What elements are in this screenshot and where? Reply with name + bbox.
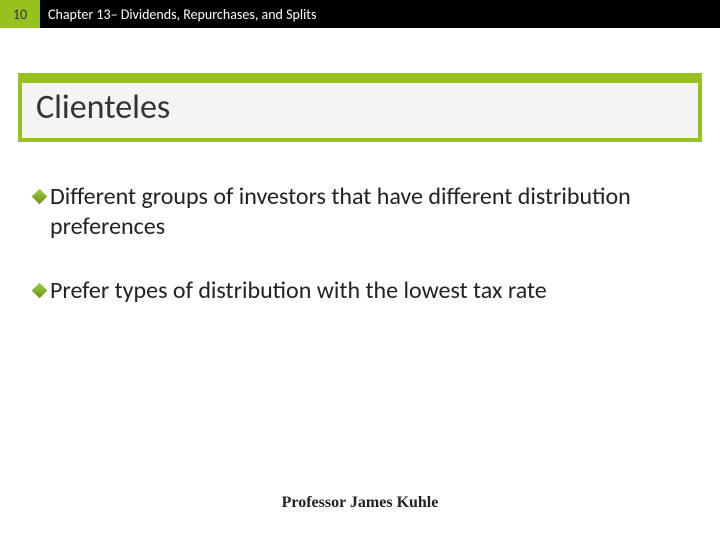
chapter-title-wrap: Chapter 13– Dividends, Repurchases, and …: [40, 0, 720, 28]
diamond-bullet-icon: [32, 283, 48, 299]
content-area: Different groups of investors that have …: [0, 142, 720, 306]
slide-title-block: Clienteles: [18, 73, 702, 142]
footer-text: Professor James Kuhle: [0, 494, 720, 512]
slide-title: Clienteles: [36, 87, 684, 128]
bullet-item: Prefer types of distribution with the lo…: [34, 276, 686, 306]
page-number: 10: [0, 6, 40, 23]
bullet-text: Prefer types of distribution with the lo…: [50, 276, 547, 306]
bullet-item: Different groups of investors that have …: [34, 182, 686, 242]
chapter-title: Chapter 13– Dividends, Repurchases, and …: [48, 6, 316, 23]
slide-title-frame: Clienteles: [18, 73, 702, 142]
diamond-bullet-icon: [32, 189, 48, 205]
footer: Professor James Kuhle: [0, 494, 720, 512]
bullet-text: Different groups of investors that have …: [50, 182, 686, 242]
header-bar: 10 Chapter 13– Dividends, Repurchases, a…: [0, 0, 720, 28]
